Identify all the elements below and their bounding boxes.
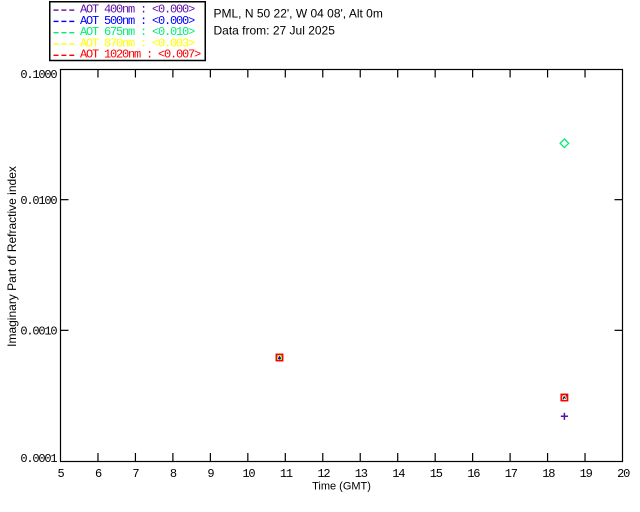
- svg-text:5: 5: [57, 467, 64, 481]
- svg-text:10: 10: [242, 467, 255, 481]
- svg-text:AOT 870nm : <0.003>: AOT 870nm : <0.003>: [80, 36, 195, 50]
- svg-text:14: 14: [392, 467, 405, 481]
- svg-text:17: 17: [505, 467, 518, 481]
- svg-text:AOT 675nm : <0.010>: AOT 675nm : <0.010>: [80, 25, 195, 39]
- svg-text:AOT 400nm : <0.000>: AOT 400nm : <0.000>: [80, 3, 195, 17]
- svg-text:19: 19: [580, 467, 593, 481]
- svg-text:Data from: 27 Jul 2025: Data from: 27 Jul 2025: [214, 24, 336, 38]
- svg-text:9: 9: [207, 467, 214, 481]
- svg-text:11: 11: [280, 467, 293, 481]
- svg-text:PML, N 50 22', W 04 08', Alt 0: PML, N 50 22', W 04 08', Alt 0m: [214, 7, 383, 21]
- svg-text:0.0001: 0.0001: [20, 452, 57, 466]
- svg-text:AOT 500nm : <0.000>: AOT 500nm : <0.000>: [80, 14, 195, 28]
- svg-text:Imaginary Part of Refractive i: Imaginary Part of Refractive index: [5, 166, 19, 347]
- svg-text:AOT 1020nm : <0.007>: AOT 1020nm : <0.007>: [80, 48, 201, 62]
- svg-text:6: 6: [95, 467, 102, 481]
- svg-text:20: 20: [617, 467, 630, 481]
- svg-text:7: 7: [132, 467, 139, 481]
- svg-text:Time (GMT): Time (GMT): [312, 481, 371, 493]
- svg-text:0.1000: 0.1000: [20, 68, 57, 82]
- svg-text:0.0100: 0.0100: [20, 194, 57, 208]
- svg-text:12: 12: [317, 467, 330, 481]
- svg-text:0.0010: 0.0010: [20, 325, 57, 339]
- svg-text:15: 15: [430, 467, 443, 481]
- svg-text:13: 13: [355, 467, 368, 481]
- svg-text:18: 18: [542, 467, 555, 481]
- svg-text:16: 16: [467, 467, 480, 481]
- svg-text:8: 8: [170, 467, 177, 481]
